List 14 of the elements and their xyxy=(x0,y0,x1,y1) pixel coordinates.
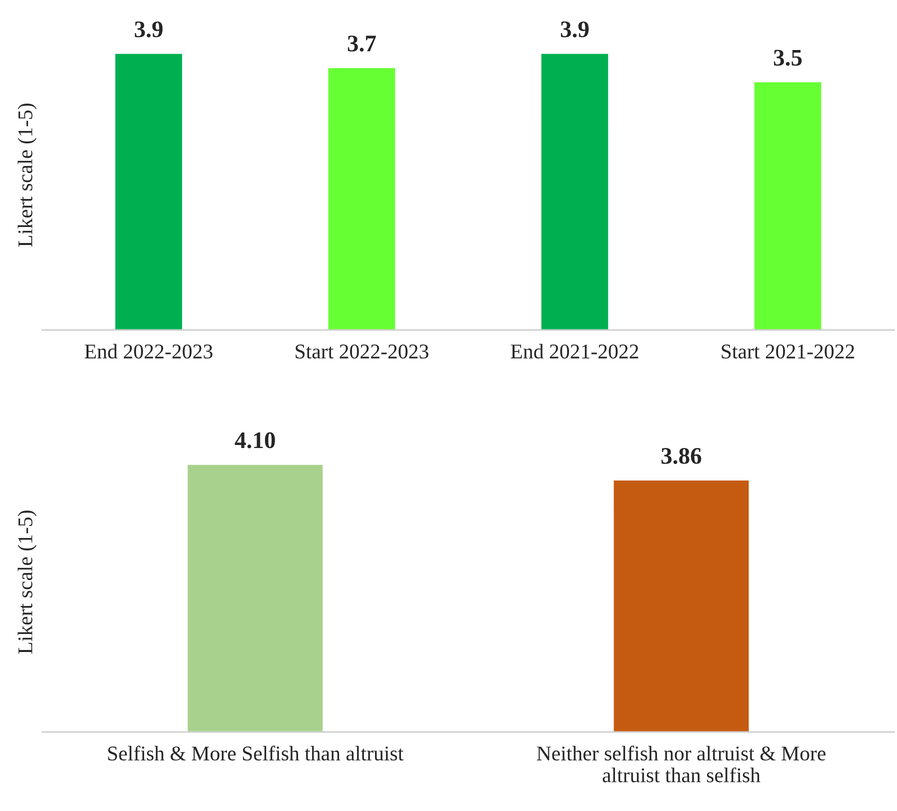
data-label: 3.7 xyxy=(348,36,376,52)
data-label: 3.5 xyxy=(774,50,802,66)
data-label: 4.10 xyxy=(234,432,275,448)
x-tick-label: Start 2022-2023 xyxy=(296,344,428,359)
x-tick-label: Selfish & More Selfish than altruist xyxy=(108,746,404,761)
y-axis-title: Likert scale (1-5) xyxy=(18,104,37,247)
x-tick-label: Neither selfish nor altruist & More altruist than selfish xyxy=(536,746,826,782)
data-label: 3.86 xyxy=(662,448,702,464)
data-label: 3.9 xyxy=(134,21,163,38)
x-tick-label: End 2022-2023 xyxy=(84,344,212,359)
x-tick-label: End 2021-2022 xyxy=(510,344,638,359)
x-tick-label: Start 2021-2022 xyxy=(722,344,854,359)
y-axis-title: Likert scale (1-5) xyxy=(18,510,37,654)
data-label: 3.9 xyxy=(560,21,589,38)
